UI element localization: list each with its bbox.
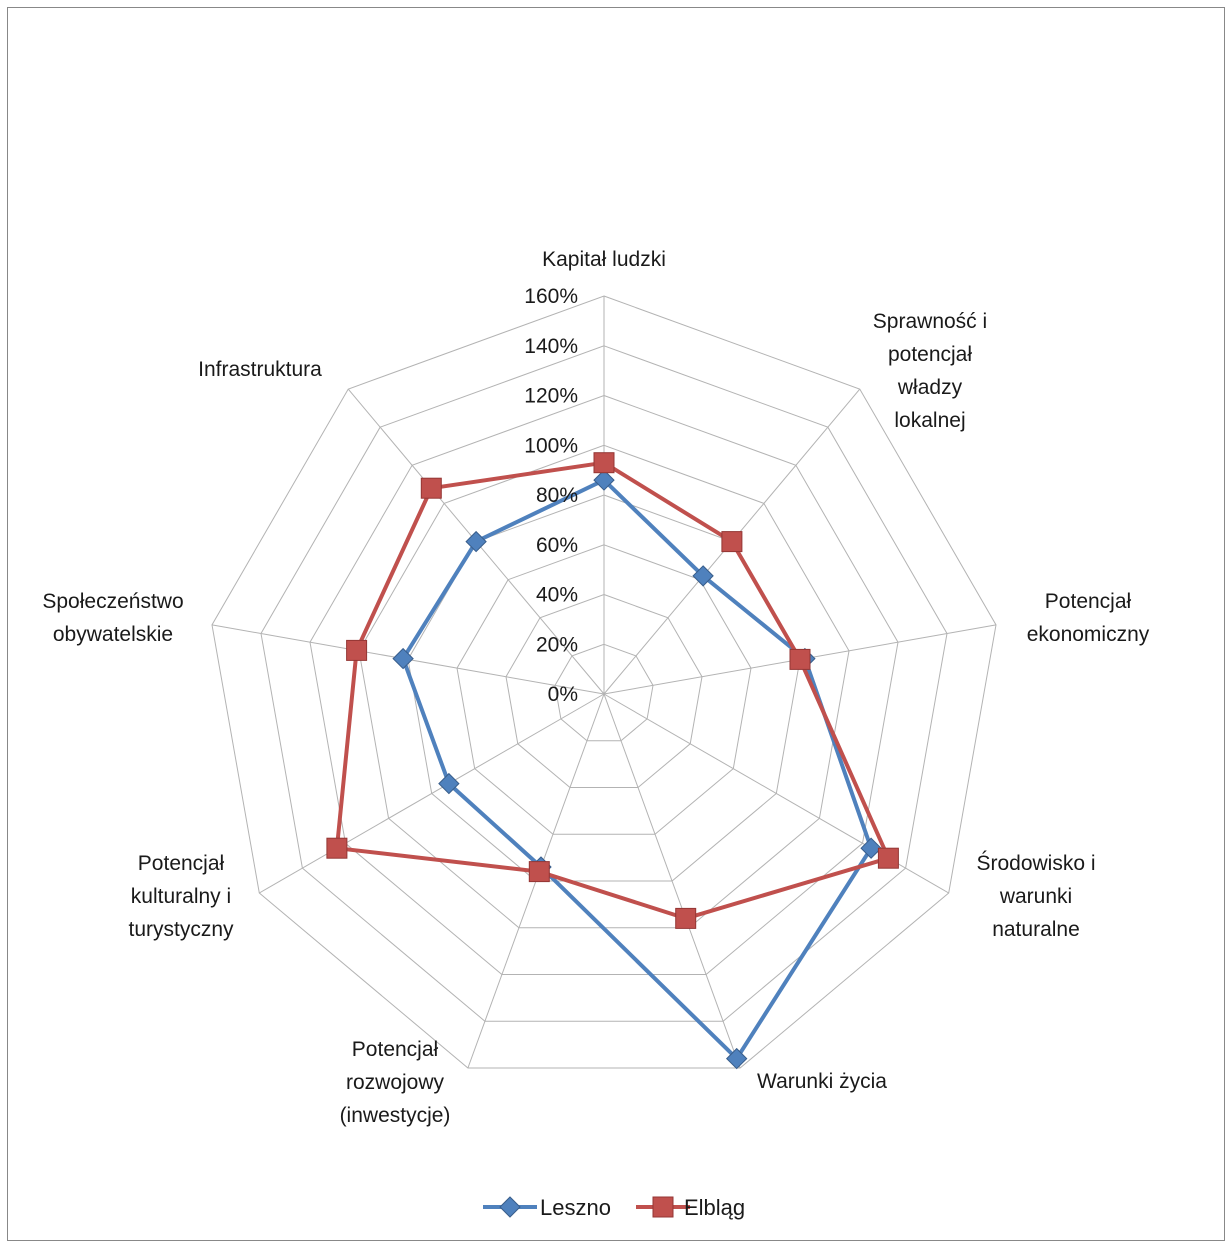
legend: Leszno Elbląg	[483, 1195, 745, 1220]
legend-marker	[499, 1196, 521, 1218]
category-label: Sprawność i potencjał władzy lokalnej	[873, 310, 987, 432]
grid	[211, 295, 997, 1069]
tick-label: 140%	[524, 335, 578, 358]
grid-ring	[211, 295, 997, 1069]
grid-spoke	[603, 693, 741, 1069]
data-point	[326, 837, 348, 859]
data-point	[721, 531, 743, 553]
category-label: Potencjał kulturalny i turystyczny	[128, 852, 234, 941]
series-line	[401, 478, 874, 1061]
tick-label: 160%	[524, 285, 578, 308]
tick-label: 20%	[536, 633, 578, 656]
category-labels: Kapitał ludzki Sprawność i potencjał władzy…	[42, 248, 1149, 1127]
data-point	[725, 1047, 748, 1070]
category-label: Kapitał ludzki	[542, 248, 666, 271]
svg-text:Kapitał ludzki: Kapitał ludzki	[542, 248, 666, 271]
grid-spoke	[259, 693, 605, 894]
data-point	[675, 907, 697, 929]
tick-label: 80%	[536, 484, 578, 507]
series-line	[334, 460, 891, 921]
category-label: Środowisko i warunki naturalne	[976, 851, 1095, 941]
legend-label: Leszno	[540, 1195, 611, 1220]
series-layer	[326, 452, 899, 1070]
grid-ring	[554, 643, 654, 742]
data-point	[465, 530, 487, 553]
svg-text:Warunki życia: Warunki życia	[757, 1070, 887, 1093]
category-label: Warunki życia	[757, 1070, 887, 1093]
category-label: Potencjał rozwojowy (inwestycje)	[340, 1038, 451, 1127]
data-point	[789, 648, 811, 670]
data-point	[593, 452, 615, 474]
tick-label: 0%	[548, 683, 578, 706]
data-point	[392, 647, 414, 670]
tick-labels: 0% 20% 40% 60% 80% 100% 120% 140% 160%	[524, 285, 578, 706]
data-point	[593, 469, 615, 491]
series-leszno	[392, 469, 882, 1070]
data-point	[346, 639, 368, 661]
tick-label: 60%	[536, 534, 578, 557]
data-point	[877, 847, 899, 869]
chart-frame	[7, 7, 1225, 1241]
legend-item: Elbląg	[636, 1195, 745, 1220]
legend-item: Leszno	[483, 1195, 611, 1220]
legend-label: Elbląg	[684, 1195, 745, 1220]
grid-ring	[456, 544, 752, 835]
grid-ring	[505, 593, 703, 788]
data-point	[692, 565, 714, 587]
svg-text:Infrastruktura: Infrastruktura	[198, 358, 322, 381]
data-point	[438, 772, 460, 795]
tick-label: 100%	[524, 434, 578, 457]
data-point	[860, 837, 882, 859]
data-point	[420, 477, 442, 499]
category-label: Społeczeństwo obywatelskie	[42, 590, 183, 646]
series-elbl-g	[326, 452, 899, 929]
category-label: Potencjał ekonomiczny	[1027, 590, 1150, 646]
category-label: Infrastruktura	[198, 358, 322, 381]
grid-ring	[309, 394, 899, 975]
tick-label: 120%	[524, 385, 578, 408]
tick-label: 40%	[536, 584, 578, 607]
grid-ring	[260, 345, 948, 1022]
data-point	[528, 861, 550, 883]
legend-marker	[652, 1196, 674, 1218]
